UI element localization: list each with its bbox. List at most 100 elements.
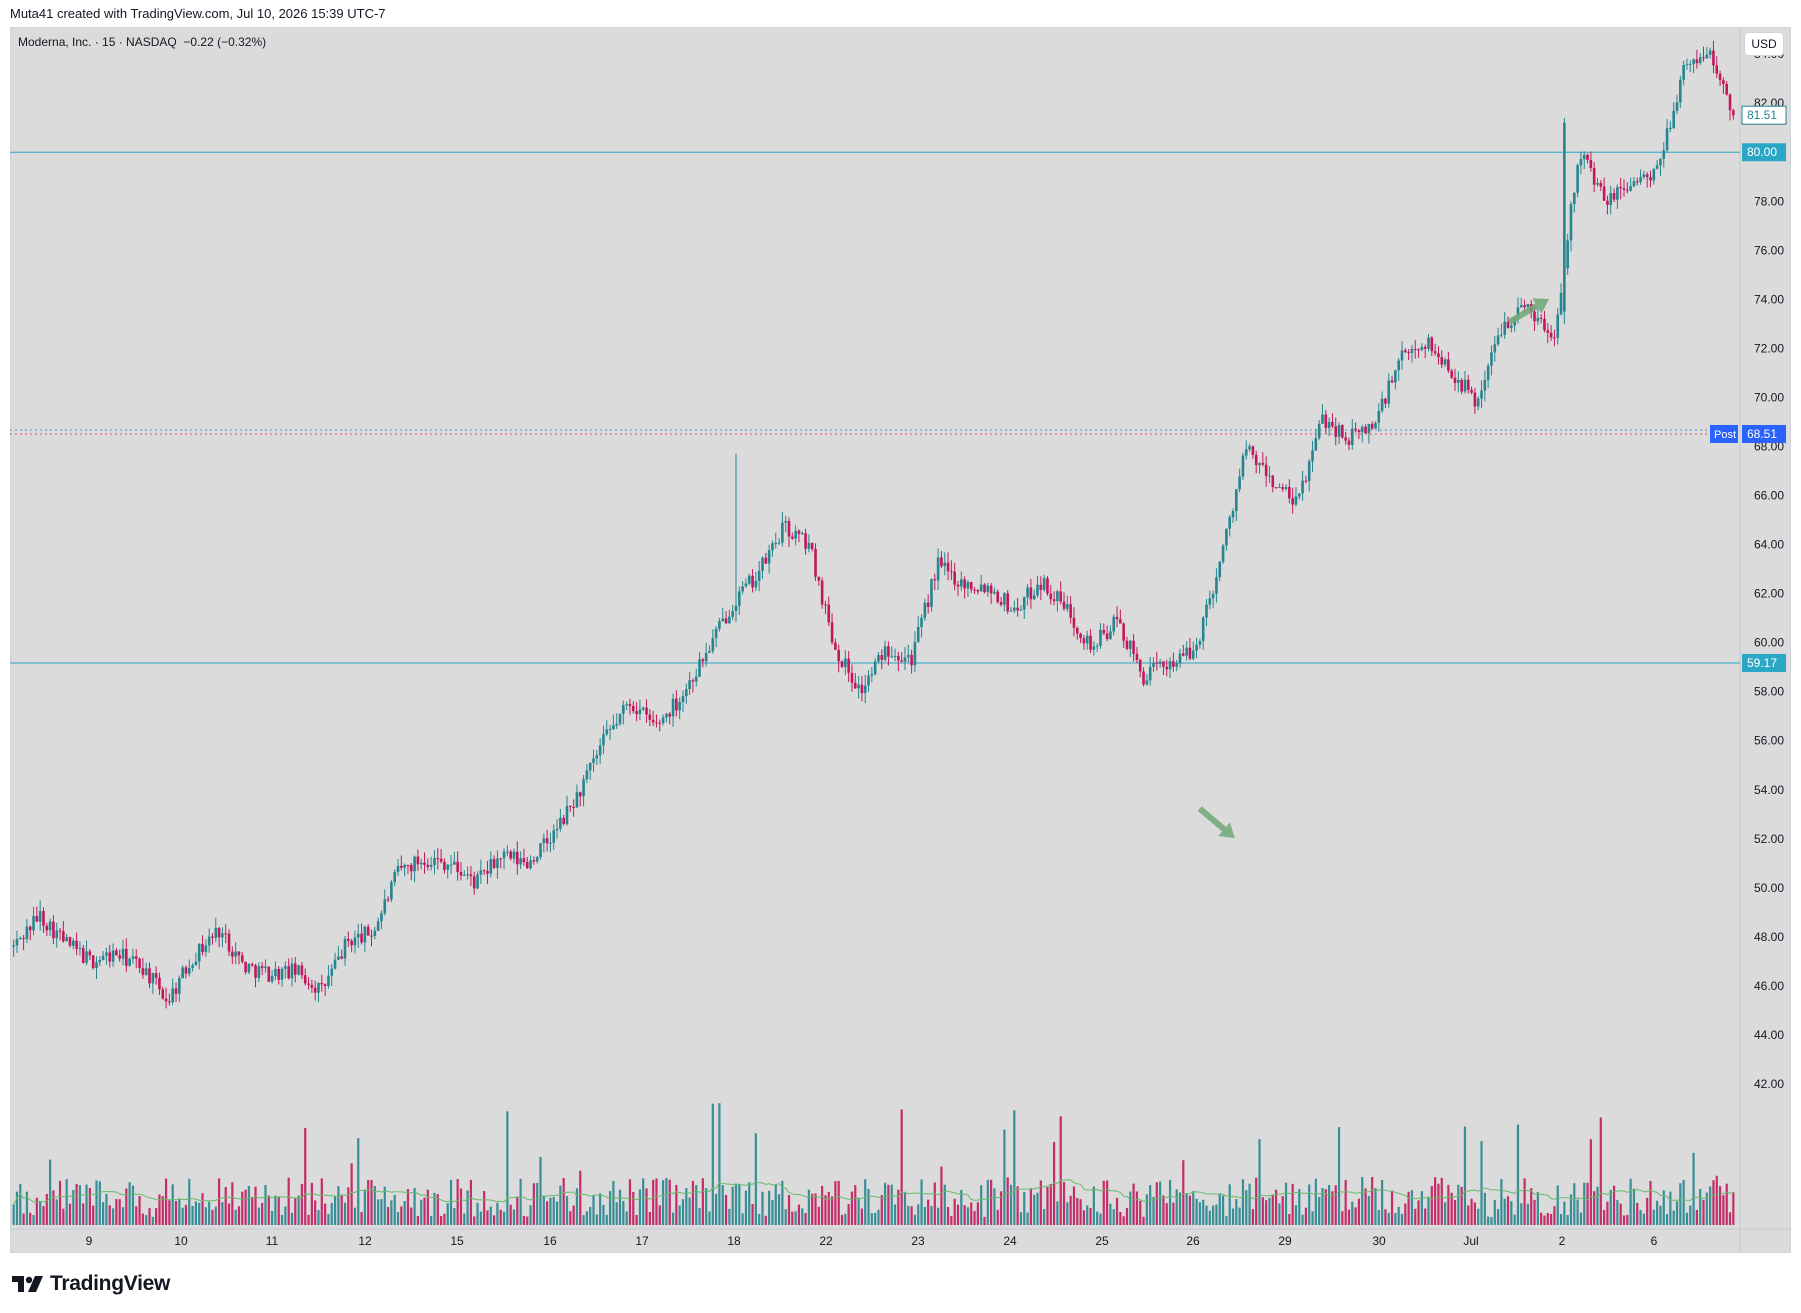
volume-bar [449,1179,453,1225]
candle [718,617,721,632]
volume-bar [1424,1208,1427,1225]
volume-bar [1490,1216,1493,1225]
volume-bar [1381,1179,1384,1225]
chart-pane[interactable] [10,27,1791,1253]
volume-bar [1026,1212,1029,1225]
volume-bar [516,1196,519,1225]
volume-bar [761,1191,764,1225]
volume-bar [1394,1213,1397,1225]
volume-bar [920,1179,923,1225]
candle [1632,176,1636,188]
candle [350,938,353,953]
candle [1251,445,1255,459]
volume-bar [1695,1209,1698,1225]
level-badge-support [1742,653,1786,672]
volume-bar [1168,1179,1172,1225]
volume-bar [529,1205,532,1225]
volume-bar [92,1205,95,1225]
candle [986,582,990,597]
candle [1394,369,1397,390]
time-tick-label: 23 [911,1234,925,1248]
candle [380,910,383,930]
volume-bar [377,1199,380,1225]
candle [1639,169,1642,185]
volume-bar [1149,1185,1152,1225]
volume-bar [754,1133,757,1225]
volume-bar [1685,1212,1689,1225]
candle [1278,483,1281,489]
candle [592,749,595,772]
volume-bar [1019,1212,1023,1225]
candle [1191,641,1195,661]
candle [966,579,970,597]
currency-button[interactable]: USD [1744,32,1784,56]
price-chart[interactable]: 42.00 44.00 46.00 48.00 50.00 52.00 54.00 56.00… [10,27,1791,1253]
candle [1377,403,1381,432]
candle [989,582,993,605]
candle [635,702,638,722]
candle [698,651,701,678]
chart-credit: Muta41 created with TradingView.com, Jul… [10,6,386,21]
candle [1341,424,1344,439]
candle [340,949,343,960]
candle [55,922,59,948]
volume-bar [181,1207,184,1225]
candle [897,651,900,672]
volume-bar [1052,1141,1056,1225]
price-tick-label: 42.00 [1754,1077,1784,1091]
volume-bar [1129,1191,1132,1225]
price-tick-label: 62.00 [1754,587,1784,601]
candle [622,700,625,725]
volume-bar [340,1195,343,1225]
volume-bar [254,1186,257,1225]
candle [1182,644,1185,657]
volume-bar [1679,1183,1682,1225]
volume-bar [1245,1190,1248,1225]
candle [1476,396,1480,411]
candle [602,725,605,755]
candle [1085,630,1089,650]
volume-bar [917,1204,920,1225]
volume-bar [1417,1200,1420,1225]
volume-bar [1689,1205,1692,1225]
candle [1702,46,1705,62]
volume-bar [1463,1126,1467,1225]
volume-bar [1135,1191,1139,1225]
volume-bar [1649,1181,1652,1225]
candle [1311,440,1314,473]
tradingview-logo[interactable]: TradingView [12,1272,170,1296]
volume-bar [72,1190,75,1225]
candle [1374,421,1377,429]
candle [877,651,880,664]
volume-bar [661,1180,665,1225]
volume-bar [121,1207,125,1225]
volume-bar [1659,1205,1662,1225]
candle [731,605,734,621]
candle [1679,75,1682,109]
volume-bar [731,1186,734,1225]
volume-bar [1414,1208,1417,1225]
volume-bar [880,1194,883,1225]
candle [1059,581,1063,605]
candle [734,453,738,623]
candle [1006,590,1009,615]
volume-bar [632,1191,635,1225]
candle [1079,632,1082,644]
candle [777,538,781,546]
candle [158,972,161,995]
symbol-legend[interactable]: Moderna, Inc. · 15 · NASDAQ −0.22 (−0.32… [18,35,267,49]
candle [144,962,148,976]
candle [936,548,940,590]
volume-bar [350,1163,353,1225]
candle [446,863,450,879]
candle [817,576,821,586]
volume-bar [314,1200,317,1225]
volume-bar [459,1188,463,1225]
volume-bar [973,1210,976,1225]
volume-bar [847,1204,850,1225]
volume-bar [658,1205,661,1225]
candle [1662,142,1666,168]
volume-bar [413,1187,416,1225]
candle [1384,397,1387,409]
candle [45,922,49,936]
